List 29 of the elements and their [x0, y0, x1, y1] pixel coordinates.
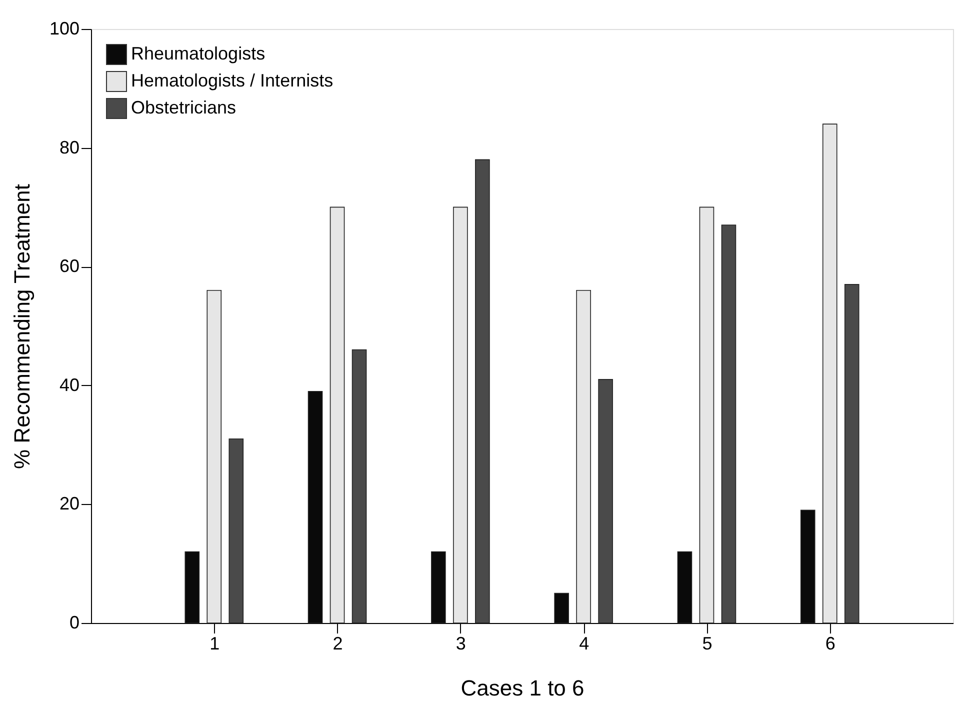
- y-tick-label: 0: [69, 612, 80, 632]
- y-tick-label: 40: [59, 374, 80, 395]
- legend-label: Rheumatologists: [131, 44, 266, 64]
- x-tick-label: 2: [332, 634, 343, 654]
- x-tick-label: 4: [579, 634, 590, 654]
- y-tick-label: 100: [49, 18, 80, 38]
- bar: [206, 290, 222, 624]
- bar: [453, 206, 468, 624]
- legend-label: Hematologists / Internists: [131, 70, 334, 90]
- bar: [228, 438, 244, 624]
- x-tick-label: 5: [702, 634, 712, 654]
- bar: [844, 284, 860, 624]
- bar: [822, 124, 838, 624]
- x-tick-label: 6: [825, 634, 836, 654]
- bar: [598, 379, 613, 624]
- y-axis-title: % Recommending Treatment: [9, 184, 34, 469]
- y-tick-label: 80: [59, 137, 80, 158]
- bar: [699, 206, 714, 624]
- x-axis-title: Cases 1 to 6: [460, 676, 584, 700]
- bar: [576, 290, 591, 624]
- bar: [475, 159, 490, 624]
- bar: [721, 224, 736, 624]
- legend-label: Obstetricians: [131, 98, 236, 118]
- y-tick-label: 60: [59, 256, 80, 276]
- x-tick-label: 3: [456, 634, 466, 654]
- bar: [330, 206, 345, 624]
- y-tick-label: 20: [59, 494, 80, 514]
- x-tick-label: 1: [210, 634, 220, 654]
- bar: [352, 349, 367, 624]
